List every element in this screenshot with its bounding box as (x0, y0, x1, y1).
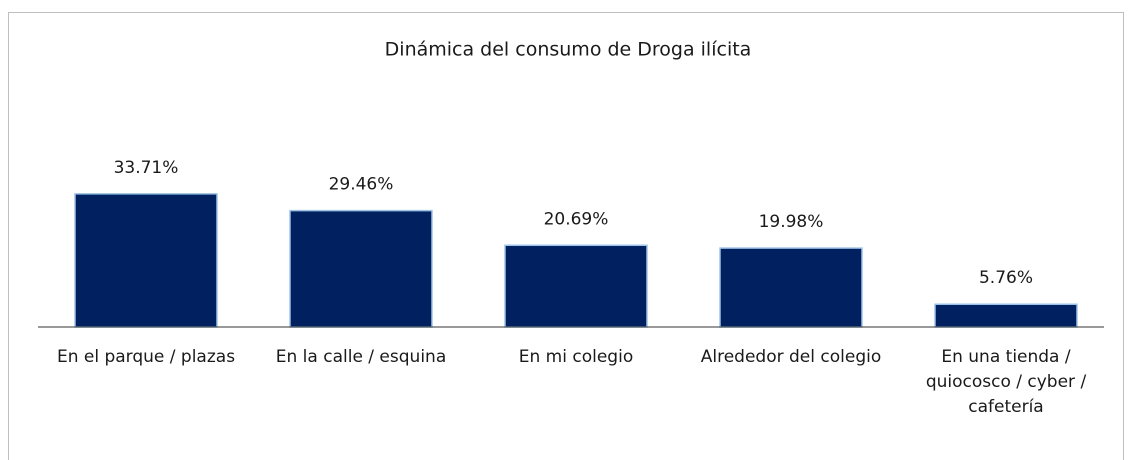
x-tick-label: En una tienda / quiocosco / cyber / cafe… (925, 347, 1087, 417)
chart-frame (8, 12, 1124, 460)
data-label: 19.98% (759, 212, 824, 232)
x-tick-label: Alrededor del colegio (700, 347, 882, 367)
x-tick-label: En la calle / esquina (275, 347, 447, 367)
bar (74, 193, 218, 328)
data-label: 29.46% (329, 175, 394, 195)
bar (289, 209, 433, 328)
x-tick-label: En el parque / plazas (56, 347, 236, 367)
chart-title: Dinámica del consumo de Droga ilícita (385, 39, 752, 61)
bar (719, 247, 863, 328)
data-label: 20.69% (544, 209, 609, 229)
data-label: 33.71% (114, 158, 179, 178)
bar (934, 303, 1078, 328)
data-label: 5.76% (979, 268, 1033, 288)
x-tick-label: En mi colegio (518, 347, 634, 367)
bar (504, 244, 648, 328)
